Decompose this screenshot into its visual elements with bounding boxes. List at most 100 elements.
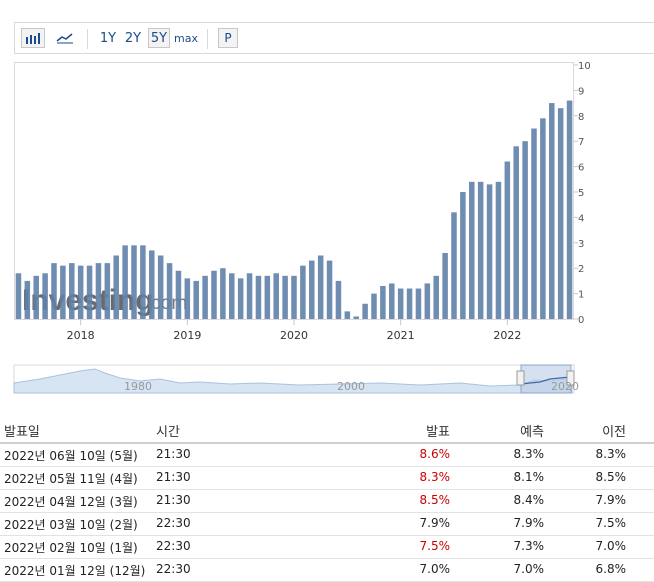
- bar[interactable]: [406, 288, 413, 319]
- bar[interactable]: [166, 263, 173, 319]
- bar[interactable]: [460, 192, 466, 319]
- bar[interactable]: [566, 100, 573, 319]
- bar[interactable]: [95, 263, 102, 319]
- row-actual: 8.6%: [419, 447, 451, 461]
- y-tick-label: 9: [578, 86, 584, 97]
- bar[interactable]: [397, 288, 404, 319]
- row-time: 22:30: [156, 562, 191, 576]
- x-tick-label: 2022: [493, 329, 521, 342]
- bar[interactable]: [220, 268, 226, 319]
- bar[interactable]: [77, 265, 84, 319]
- navigator-selection[interactable]: [520, 364, 572, 394]
- navigator-year-1980: 1980: [124, 380, 152, 393]
- bar[interactable]: [353, 316, 359, 319]
- bar[interactable]: [513, 146, 519, 319]
- bar[interactable]: [33, 275, 39, 319]
- bar[interactable]: [326, 260, 333, 319]
- x-tick-label: 2018: [67, 329, 95, 342]
- row-date: 2022년 05월 11일 (4월): [4, 472, 138, 486]
- bar[interactable]: [15, 273, 22, 319]
- navigator-year-2020: 2020: [551, 380, 579, 393]
- navigator-right-handle[interactable]: [566, 370, 575, 386]
- bar[interactable]: [549, 103, 555, 319]
- bar[interactable]: [309, 260, 315, 319]
- plot-area: [14, 62, 574, 320]
- navigator-left-handle[interactable]: [516, 370, 525, 386]
- bar[interactable]: [433, 275, 439, 319]
- p-button[interactable]: P: [218, 28, 238, 48]
- bar[interactable]: [477, 181, 484, 319]
- bar[interactable]: [255, 275, 262, 319]
- header-previous[interactable]: 이전: [602, 425, 626, 440]
- bar[interactable]: [531, 128, 537, 320]
- bar[interactable]: [51, 263, 57, 319]
- y-tick-label: 0: [578, 315, 584, 326]
- navigator[interactable]: 1980 2000 2020: [13, 364, 579, 394]
- bar[interactable]: [229, 273, 235, 319]
- bar[interactable]: [451, 212, 457, 319]
- bar[interactable]: [282, 275, 288, 319]
- bar[interactable]: [291, 275, 297, 319]
- x-tick-label: 2019: [173, 329, 201, 342]
- range-1y-button[interactable]: 1Y: [99, 30, 117, 46]
- y-tick-label: 6: [578, 163, 584, 174]
- header-date[interactable]: 발표일: [4, 425, 40, 440]
- bar[interactable]: [60, 265, 66, 319]
- line-chart-button[interactable]: [53, 28, 77, 48]
- bar[interactable]: [149, 250, 155, 319]
- bar[interactable]: [300, 265, 306, 319]
- header-actual[interactable]: 발표: [426, 425, 450, 440]
- bar[interactable]: [335, 280, 342, 319]
- bar[interactable]: [344, 311, 351, 319]
- bar[interactable]: [237, 278, 244, 319]
- bar[interactable]: [415, 288, 422, 319]
- header-time[interactable]: 시간: [156, 425, 180, 440]
- bar[interactable]: [113, 255, 119, 320]
- bar[interactable]: [184, 278, 191, 319]
- bar[interactable]: [362, 303, 368, 319]
- bar[interactable]: [540, 118, 546, 319]
- bar[interactable]: [557, 108, 564, 320]
- bar[interactable]: [157, 255, 164, 320]
- bar[interactable]: [86, 265, 93, 319]
- bar[interactable]: [424, 283, 431, 319]
- bar[interactable]: [495, 181, 502, 319]
- bar[interactable]: [131, 245, 137, 319]
- bar[interactable]: [469, 181, 475, 319]
- range-max-button[interactable]: max: [174, 31, 198, 45]
- bar[interactable]: [211, 270, 217, 319]
- bar[interactable]: [246, 273, 253, 319]
- y-tick-label: 5: [578, 188, 584, 199]
- bar[interactable]: [389, 283, 395, 319]
- bar[interactable]: [122, 245, 128, 319]
- bar[interactable]: [69, 263, 75, 319]
- bar[interactable]: [175, 270, 182, 319]
- range-5y-button[interactable]: 5Y: [148, 28, 170, 48]
- bar[interactable]: [522, 141, 528, 319]
- row-forecast: 7.9%: [513, 516, 545, 530]
- bar[interactable]: [42, 273, 48, 319]
- range-2y-button[interactable]: 2Y: [124, 30, 142, 46]
- header-forecast[interactable]: 예측: [520, 425, 544, 440]
- row-time: 22:30: [156, 516, 191, 530]
- row-forecast: 8.4%: [513, 493, 545, 507]
- bar[interactable]: [24, 280, 31, 319]
- bar[interactable]: [504, 161, 511, 319]
- toolbar-divider: [87, 29, 88, 49]
- bar[interactable]: [317, 255, 324, 320]
- bar[interactable]: [371, 293, 377, 319]
- bar[interactable]: [273, 273, 279, 319]
- table-row: 2022년 05월 11일 (4월) 21:30 8.3% 8.1% 8.5%: [0, 467, 654, 490]
- bar[interactable]: [140, 245, 146, 319]
- bar[interactable]: [193, 280, 199, 319]
- bar[interactable]: [442, 252, 448, 319]
- bar[interactable]: [486, 184, 493, 319]
- bar-chart-button[interactable]: [21, 28, 45, 48]
- bar[interactable]: [264, 275, 271, 319]
- bar[interactable]: [202, 275, 208, 319]
- row-date: 2022년 03월 10일 (2월): [4, 518, 138, 532]
- row-previous: 6.8%: [595, 562, 627, 576]
- bar[interactable]: [380, 285, 386, 319]
- row-forecast: 7.3%: [513, 539, 545, 553]
- bar[interactable]: [104, 263, 111, 319]
